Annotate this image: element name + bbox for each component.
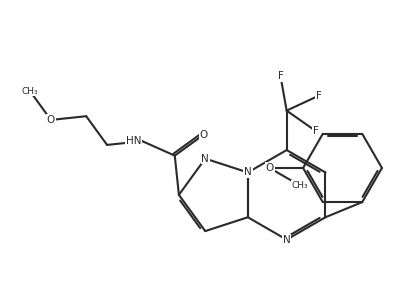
Text: O: O [47, 115, 55, 125]
Text: N: N [244, 167, 252, 178]
Text: N: N [283, 235, 290, 245]
Text: O: O [199, 130, 208, 140]
Text: N: N [201, 154, 209, 164]
Text: O: O [265, 163, 274, 173]
Text: CH₃: CH₃ [22, 87, 38, 96]
Text: HN: HN [126, 136, 141, 146]
Text: F: F [278, 71, 283, 81]
Text: F: F [316, 91, 322, 101]
Text: CH₃: CH₃ [292, 181, 309, 190]
Text: F: F [313, 126, 318, 136]
